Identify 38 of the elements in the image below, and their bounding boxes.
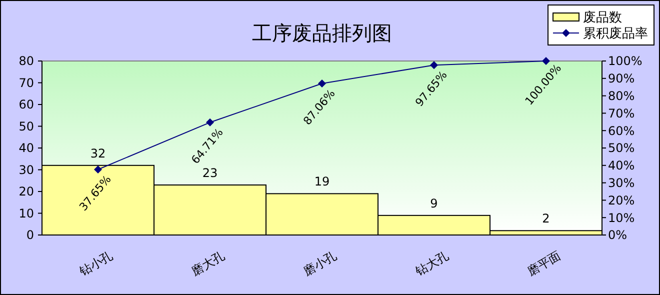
- legend-label: 累积废品率: [583, 26, 648, 42]
- data-label: 9: [430, 196, 438, 210]
- data-label: 19: [314, 174, 330, 189]
- x-tick-label: 钻小孔: [76, 248, 116, 280]
- y-tick-label: 40: [18, 141, 34, 156]
- point: [318, 80, 326, 88]
- legend-label: 废品数: [583, 10, 622, 26]
- x-tick-label: 磨大孔: [188, 248, 228, 279]
- data-label: 32: [90, 146, 106, 160]
- y-tick-label: 60: [18, 98, 34, 112]
- data-label: 2: [542, 212, 550, 226]
- y2-tick-label: 50%: [608, 141, 635, 156]
- y-tick-label: 70: [18, 76, 34, 90]
- data-label: 23: [202, 166, 218, 180]
- x-tick-label: 钻大孔: [412, 248, 452, 280]
- y-tick-label: 10: [18, 206, 34, 220]
- y2-tick-label: 20%: [608, 193, 635, 208]
- point: [430, 61, 438, 70]
- x-tick-label: 磨小孔: [300, 248, 340, 279]
- y2-tick-label: 90%: [608, 72, 635, 86]
- y2-tick-label: 60%: [608, 124, 635, 138]
- y2-tick-label: 0%: [608, 228, 628, 242]
- y2-tick-label: 70%: [608, 106, 635, 120]
- point: [542, 57, 550, 65]
- point: [94, 165, 102, 174]
- y-tick-label: 50: [18, 119, 34, 134]
- x-tick-label: 磨平面: [524, 248, 564, 279]
- y2-tick-label: 100%: [608, 54, 642, 68]
- y2-tick-label: 30%: [608, 176, 635, 190]
- y2-tick-label: 10%: [608, 210, 635, 225]
- y2-tick-label: 40%: [608, 158, 635, 173]
- point: [206, 118, 214, 126]
- y-tick-label: 30: [18, 162, 34, 177]
- y-tick-label: 20: [18, 184, 34, 199]
- y-tick-label: 0: [26, 228, 34, 242]
- y-tick-label: 80: [18, 54, 34, 68]
- y2-tick-label: 80%: [608, 89, 635, 103]
- chart-title: 工序废品排列图: [252, 21, 392, 45]
